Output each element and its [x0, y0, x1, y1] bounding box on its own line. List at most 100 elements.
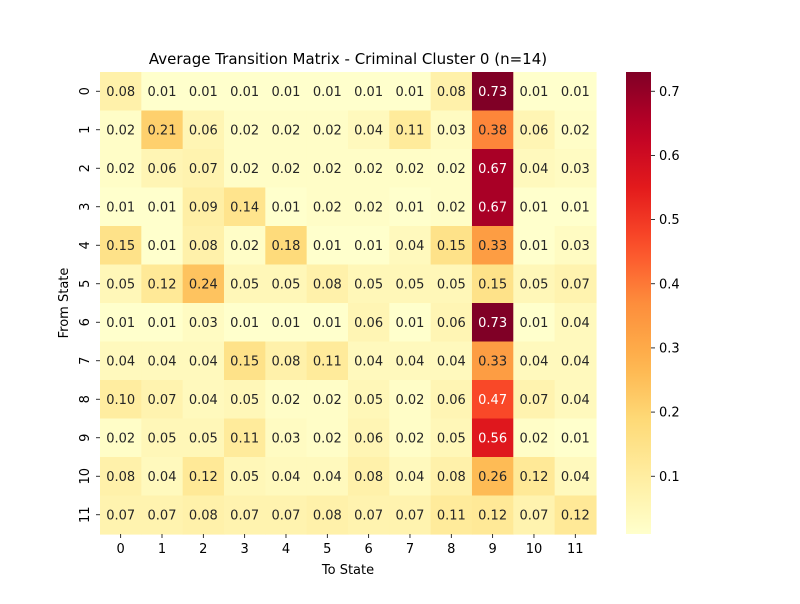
heatmap-cell	[513, 495, 556, 535]
heatmap-cell	[182, 303, 225, 343]
heatmap-cell	[223, 149, 266, 189]
heatmap-cell	[471, 264, 514, 304]
cell-value-label: 0.05	[272, 277, 301, 292]
heatmap-cell	[554, 149, 597, 189]
cell-value-label: 0.01	[272, 85, 301, 100]
cell-value-label: 0.02	[230, 162, 259, 177]
heatmap-cell	[265, 380, 308, 420]
heatmap-cell	[554, 226, 597, 266]
x-tick-label: 6	[365, 542, 373, 557]
heatmap-cell	[182, 457, 225, 497]
heatmap-cell	[141, 341, 184, 381]
cell-value-label: 0.02	[106, 123, 135, 138]
heatmap-cell	[347, 457, 390, 497]
x-tick-label: 5	[323, 542, 331, 557]
cell-value-label: 0.05	[148, 431, 177, 446]
heatmap-cell	[141, 457, 184, 497]
cell-value-label: 0.03	[437, 123, 466, 138]
heatmap-cell	[100, 72, 142, 112]
heatmap-cell	[513, 303, 556, 343]
cell-value-label: 0.12	[561, 508, 590, 523]
heatmap-cell	[471, 303, 514, 343]
heatmap-cell	[265, 457, 308, 497]
heatmap-cell	[100, 380, 142, 420]
cell-value-label: 0.11	[313, 354, 342, 369]
heatmap-cell	[182, 341, 225, 381]
heatmap-cell	[265, 226, 308, 266]
cell-value-label: 0.02	[272, 162, 301, 177]
chart-title: Average Transition Matrix - Criminal Clu…	[149, 50, 547, 68]
y-tick-label: 10	[78, 468, 93, 485]
cell-value-label: 0.04	[519, 162, 548, 177]
heatmap-cell	[347, 187, 390, 227]
cell-value-label: 0.05	[230, 393, 259, 408]
cell-value-label: 0.06	[437, 393, 466, 408]
heatmap-cell	[306, 187, 349, 227]
heatmap-cell	[389, 418, 432, 458]
cell-value-label: 0.73	[478, 85, 507, 100]
heatmap-cell	[265, 495, 308, 535]
heatmap-cell	[347, 495, 390, 535]
y-tick-label: 2	[78, 164, 93, 172]
heatmap-cell	[182, 187, 225, 227]
cell-value-label: 0.01	[313, 85, 342, 100]
cell-value-label: 0.01	[519, 239, 548, 254]
heatmap-cell	[471, 187, 514, 227]
cell-value-label: 0.01	[272, 200, 301, 215]
cell-value-label: 0.03	[561, 162, 590, 177]
heatmap-cell	[513, 187, 556, 227]
cell-value-label: 0.01	[148, 239, 177, 254]
cell-value-label: 0.01	[106, 316, 135, 331]
cell-value-label: 0.01	[230, 85, 259, 100]
cell-value-label: 0.06	[437, 316, 466, 331]
heatmap-cell	[430, 418, 473, 458]
y-tick-label: 3	[78, 203, 93, 211]
cell-value-label: 0.03	[561, 239, 590, 254]
heatmap-cell	[223, 72, 266, 112]
cell-value-label: 0.02	[313, 200, 342, 215]
heatmap-cell	[554, 380, 597, 420]
cell-value-label: 0.02	[106, 431, 135, 446]
x-tick-label: 10	[526, 542, 543, 557]
x-axis-label: To State	[321, 563, 374, 578]
cell-value-label: 0.24	[189, 277, 218, 292]
heatmap-cell	[306, 418, 349, 458]
colorbar-tick-label: 0.1	[659, 470, 680, 485]
x-tick-label: 3	[241, 542, 249, 557]
heatmap-cell	[347, 72, 390, 112]
heatmap-cell	[141, 264, 184, 304]
heatmap-cell	[182, 418, 225, 458]
heatmap-cell	[265, 187, 308, 227]
x-tick-label: 9	[488, 542, 496, 557]
colorbar-tick-label: 0.5	[659, 213, 680, 228]
heatmap-cell	[554, 264, 597, 304]
heatmap-cell	[513, 149, 556, 189]
heatmap-cell	[306, 72, 349, 112]
cell-value-label: 0.02	[354, 200, 383, 215]
cell-value-label: 0.02	[395, 162, 424, 177]
x-tick-label: 2	[199, 542, 207, 557]
y-tick-label: 5	[78, 280, 93, 288]
cell-value-label: 0.02	[230, 239, 259, 254]
cell-value-label: 0.06	[354, 316, 383, 331]
cell-value-label: 0.05	[106, 277, 135, 292]
heatmap-cell	[141, 110, 184, 150]
cell-value-label: 0.08	[272, 354, 301, 369]
heatmap-cell	[471, 72, 514, 112]
y-tick-label: 6	[78, 318, 93, 326]
cell-value-label: 0.04	[395, 239, 424, 254]
heatmap-cell	[389, 457, 432, 497]
cell-value-label: 0.06	[148, 162, 177, 177]
heatmap-cell	[182, 380, 225, 420]
colorbar-tick-label: 0.4	[659, 277, 680, 292]
heatmap-cell	[389, 380, 432, 420]
heatmap-cell	[554, 110, 597, 150]
cell-value-label: 0.05	[354, 393, 383, 408]
heatmap-cell	[347, 264, 390, 304]
cell-value-label: 0.02	[313, 162, 342, 177]
heatmap-cell	[471, 110, 514, 150]
heatmap-cell	[265, 149, 308, 189]
heatmap-cell	[554, 418, 597, 458]
cell-value-label: 0.15	[230, 354, 259, 369]
heatmap-cell	[223, 495, 266, 535]
